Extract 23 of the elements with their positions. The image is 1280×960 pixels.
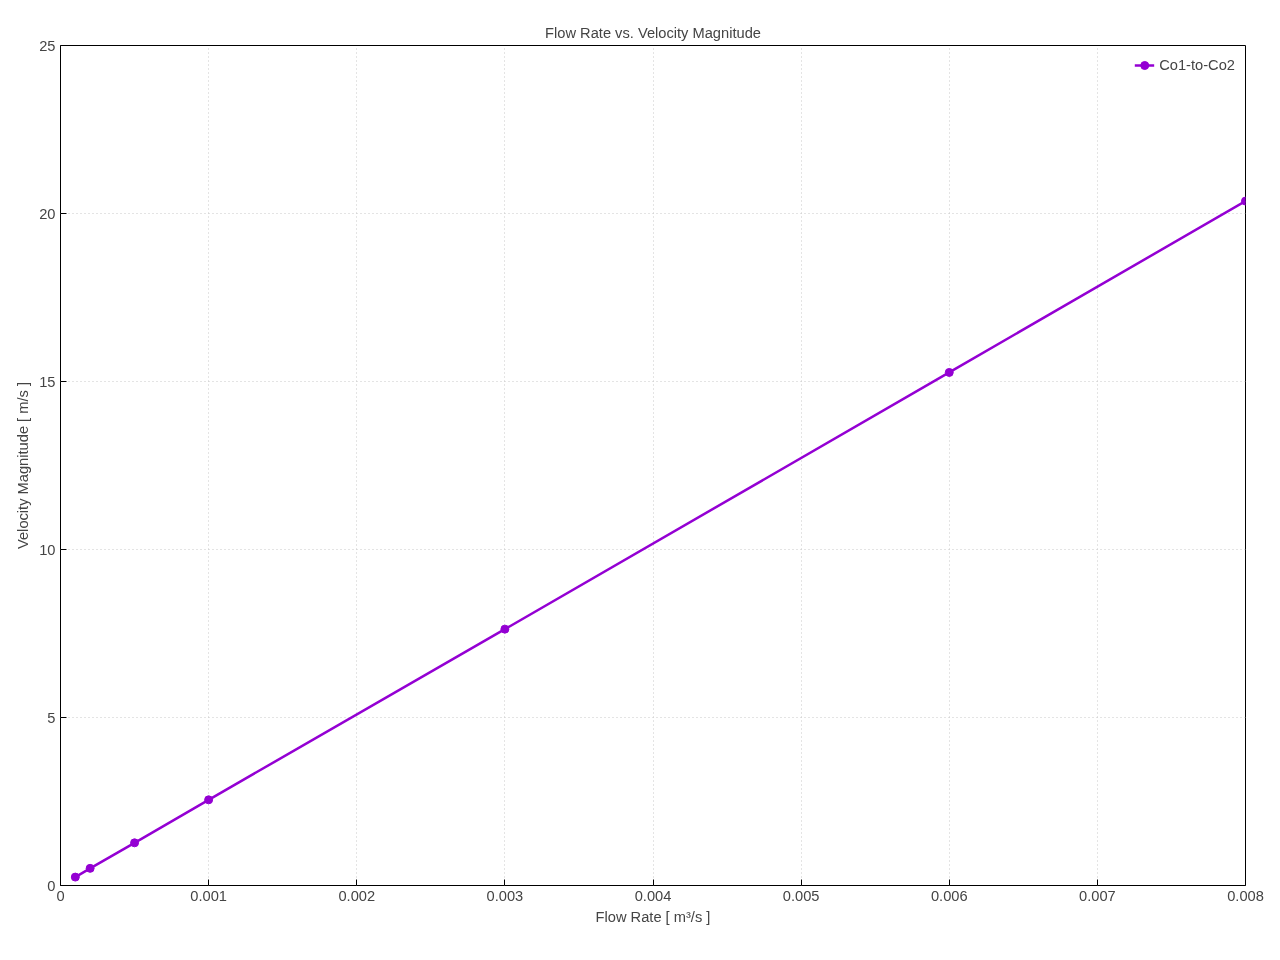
y-tick-label: 5	[47, 709, 56, 726]
x-tick-label: 0.006	[930, 887, 968, 904]
point	[85, 863, 95, 873]
y-tick-label: 25	[39, 37, 56, 54]
x-tick-label: 0.007	[1079, 887, 1116, 904]
chart-title: Flow Rate vs. Velocity Magnitude	[545, 24, 761, 41]
x-tick-label: 0.008	[1227, 887, 1264, 904]
point	[204, 795, 214, 805]
point	[500, 624, 510, 634]
x-tick-label: 0.002	[338, 887, 376, 904]
x-tick-label: 0.005	[782, 887, 820, 904]
point	[130, 838, 140, 848]
y-tick-label: 20	[39, 205, 56, 222]
y-tick-label: 15	[39, 373, 56, 390]
point	[70, 872, 80, 882]
legend-label: Co1-to-Co2	[1159, 57, 1235, 73]
x-tick-label: 0.003	[486, 887, 524, 904]
x-tick-label: 0.001	[190, 887, 227, 904]
y-axis-title: Velocity Magnitude [ m/s ]	[15, 382, 32, 549]
point	[944, 367, 954, 377]
y-tick-label: 10	[39, 541, 56, 558]
x-axis-title: Flow Rate [ m³/s ]	[595, 908, 711, 925]
x-tick-label: 0.004	[634, 887, 672, 904]
